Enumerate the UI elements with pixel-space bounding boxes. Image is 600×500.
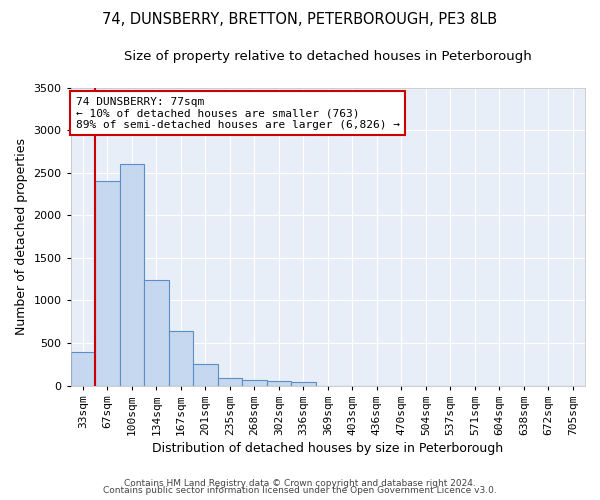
Bar [291,382,316,386]
Text: 74 DUNSBERRY: 77sqm
← 10% of detached houses are smaller (763)
89% of semi-detac: 74 DUNSBERRY: 77sqm ← 10% of detached ho… [76,96,400,130]
Bar [144,280,169,386]
Title: Size of property relative to detached houses in Peterborough: Size of property relative to detached ho… [124,50,532,63]
Bar [71,352,95,386]
Bar [266,381,291,386]
Bar [242,380,266,386]
Bar [169,331,193,386]
X-axis label: Distribution of detached houses by size in Peterborough: Distribution of detached houses by size … [152,442,503,455]
Bar [119,164,144,386]
Text: Contains HM Land Registry data © Crown copyright and database right 2024.: Contains HM Land Registry data © Crown c… [124,478,476,488]
Text: 74, DUNSBERRY, BRETTON, PETERBOROUGH, PE3 8LB: 74, DUNSBERRY, BRETTON, PETERBOROUGH, PE… [103,12,497,28]
Text: Contains public sector information licensed under the Open Government Licence v3: Contains public sector information licen… [103,486,497,495]
Bar [218,378,242,386]
Bar [193,364,218,386]
Y-axis label: Number of detached properties: Number of detached properties [15,138,28,335]
Bar [95,180,119,386]
